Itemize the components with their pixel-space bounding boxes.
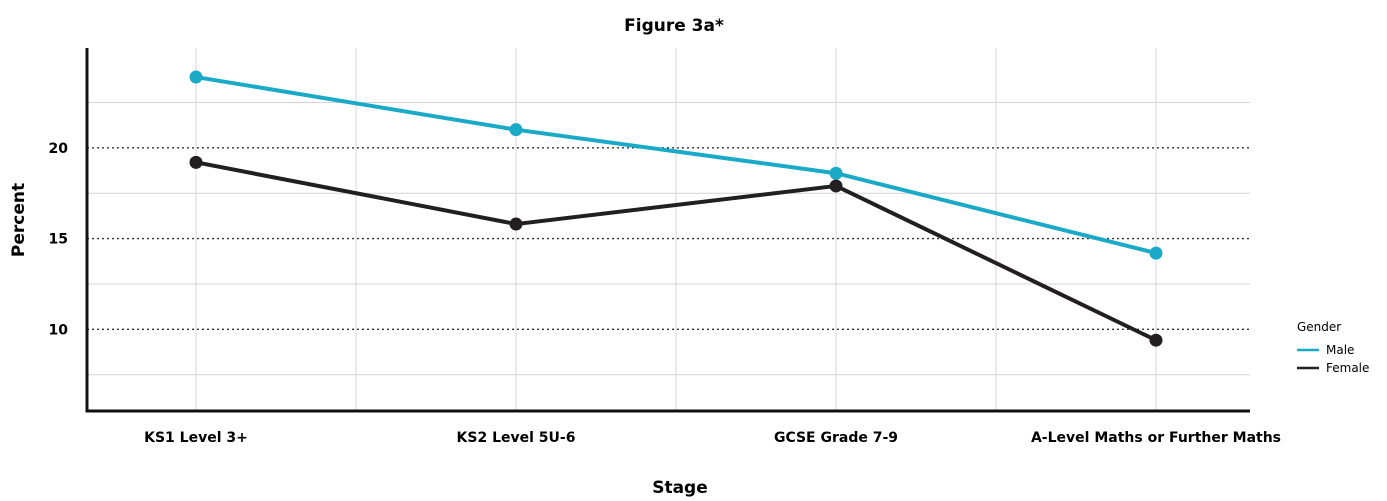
legend: Gender Male Female	[1297, 320, 1369, 375]
x-tick-labels: KS1 Level 3+ KS2 Level 5U-6 GCSE Grade 7-9…	[144, 430, 1281, 446]
x-tick-label: GCSE Grade 7-9	[774, 430, 898, 446]
legend-label-male: Male	[1326, 343, 1354, 357]
dotted-reference-lines	[87, 147, 1250, 330]
series-layer	[189, 70, 1163, 347]
x-tick-label: A-Level Maths or Further Maths	[1031, 430, 1281, 446]
y-tick-label: 20	[49, 141, 69, 157]
series-line-female	[194, 160, 1158, 343]
y-tick-labels: 10 15 20	[49, 141, 69, 339]
data-point-male	[189, 70, 203, 84]
legend-items: Male Female	[1297, 343, 1369, 375]
data-point-male	[1149, 246, 1163, 260]
legend-title: Gender	[1297, 320, 1341, 334]
y-tick-label: 10	[49, 322, 69, 338]
x-tick-label: KS2 Level 5U-6	[457, 430, 576, 446]
data-point-female	[1149, 333, 1163, 347]
data-point-female	[509, 217, 523, 231]
data-point-male	[509, 123, 523, 137]
data-point-male	[829, 166, 843, 180]
legend-label-female: Female	[1326, 361, 1369, 375]
chart-title: Figure 3a*	[624, 16, 724, 36]
data-point-female	[189, 155, 203, 169]
series-male	[189, 70, 1163, 260]
horizontal-gridlines	[87, 101, 1250, 376]
y-tick-label: 15	[49, 232, 68, 248]
vertical-gridlines	[195, 48, 1157, 411]
series-line-male	[194, 75, 1158, 256]
y-axis-title: Percent	[9, 183, 29, 257]
data-point-female	[829, 179, 843, 193]
series-female	[189, 155, 1163, 347]
x-tick-label: KS1 Level 3+	[144, 430, 248, 446]
x-axis-title: Stage	[652, 478, 708, 498]
